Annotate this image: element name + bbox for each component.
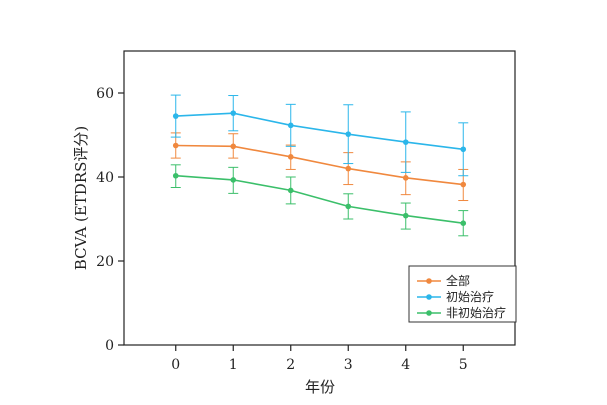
data-point [402,139,409,145]
data-point [172,172,179,179]
x-axis-ticks: 0 1 2 3 4 5 [171,345,468,373]
plot-frame [123,50,516,346]
series-1 [170,94,469,177]
x-tick-label: 0 [171,357,180,373]
data-point [287,122,294,129]
data-point [230,177,237,183]
x-tick-label: 2 [286,357,295,373]
x-axis-title: 年份 [305,378,335,396]
data-point [402,212,409,219]
data-point [172,142,179,149]
series-layer [170,94,469,237]
y-axis-ticks: 0 20 40 60 [96,86,124,354]
y-tick-label: 40 [96,170,114,186]
y-tick-label: 0 [105,338,114,354]
legend-swatch-marker [426,278,432,284]
data-point [230,143,237,150]
x-tick-label: 5 [459,357,468,373]
x-tick-label: 4 [401,357,410,373]
legend-label: 全部 [446,273,470,288]
data-point [287,187,294,194]
data-point [460,181,467,188]
data-point [172,113,179,119]
y-tick-label: 20 [96,254,114,270]
series-2 [170,164,469,237]
data-point [345,203,352,210]
data-point [345,131,352,137]
legend-label: 初始治疗 [446,290,494,304]
legend-label: 非初始治疗 [446,306,506,320]
legend-swatch-marker [426,294,432,300]
data-point [345,165,352,172]
y-axis-title: BCVA (ETDRS评分) [72,126,90,270]
data-point [460,146,467,153]
data-point [230,110,237,116]
series-line [175,174,464,224]
x-tick-label: 3 [344,357,353,373]
data-point [287,154,294,160]
series-line [175,144,464,186]
legend-swatch-marker [426,310,432,316]
x-tick-label: 1 [229,357,238,373]
y-tick-label: 60 [96,86,114,102]
series-line [175,112,464,151]
series-0 [170,132,469,202]
data-point [402,175,409,181]
data-point [460,220,467,226]
